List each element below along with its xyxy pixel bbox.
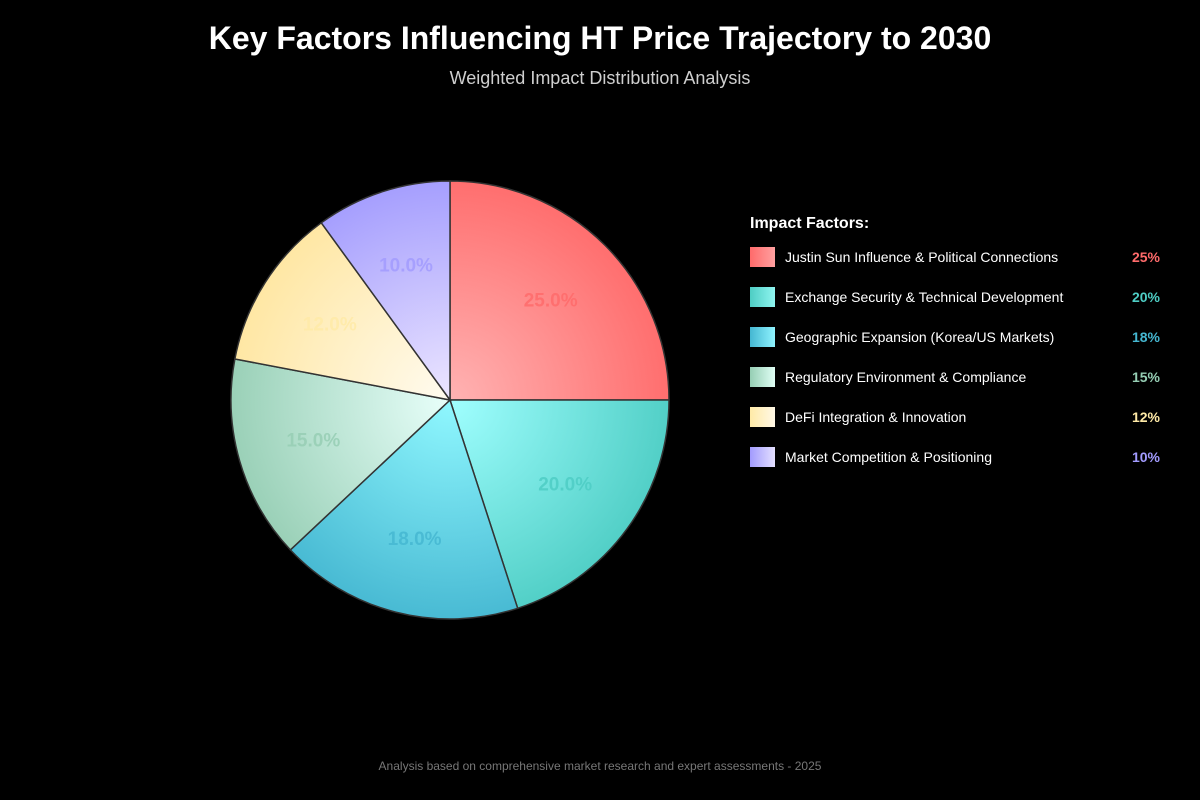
slice-percent-label: 10.0% [379,256,433,277]
footer-note: Analysis based on comprehensive market r… [378,759,822,773]
legend-swatch [750,287,775,307]
legend-label: Market Competition & Positioning [785,449,992,465]
legend-title: Impact Factors: [750,215,870,232]
legend-value: 25% [1131,249,1160,265]
legend-swatch [750,247,775,267]
legend-label: Exchange Security & Technical Developmen… [785,289,1064,305]
legend-swatch [750,447,775,467]
slice-percent-label: 25.0% [524,290,578,311]
pie-slice[interactable] [448,399,670,610]
legend-value: 15% [1131,369,1160,385]
legend-label: DeFi Integration & Innovation [785,409,967,425]
pie-slice[interactable] [234,221,452,402]
legend-swatch [750,407,775,427]
slice-percent-label: 20.0% [538,475,592,496]
legend-swatch [750,367,775,387]
legend-item[interactable]: DeFi Integration & Innovation 12% [750,407,1160,447]
legend-value: 18% [1131,329,1160,345]
slice-percent-label: 12.0% [303,315,357,336]
slice-percent-label: 15.0% [286,431,340,452]
pie-slice[interactable] [230,358,452,551]
slice-percent-label: 18.0% [388,529,442,550]
legend-item[interactable]: Regulatory Environment & Compliance 15% [750,367,1160,407]
pie-slice[interactable] [320,180,451,403]
legend-value: 20% [1131,289,1160,305]
chart-subtitle: Weighted Impact Distribution Analysis [449,68,751,88]
legend: Impact Factors: Justin Sun Influence & P… [750,215,1160,487]
legend-value: 10% [1131,449,1160,465]
legend-value: 12% [1131,409,1160,425]
legend-swatch [750,327,775,347]
pie-slice[interactable] [449,180,670,401]
legend-item[interactable]: Exchange Security & Technical Developmen… [750,287,1160,327]
legend-label: Justin Sun Influence & Political Connect… [785,249,1059,265]
legend-item[interactable]: Geographic Expansion (Korea/US Markets) … [750,327,1160,367]
legend-item[interactable]: Market Competition & Positioning 10% [750,447,1160,487]
pie-slice[interactable] [289,398,519,620]
legend-label: Geographic Expansion (Korea/US Markets) [785,329,1055,345]
pie-chart: 25.0% 20.0% 18.0% 15.0% 12.0% 10.0% [230,180,670,620]
legend-item[interactable]: Justin Sun Influence & Political Connect… [750,247,1160,287]
legend-label: Regulatory Environment & Compliance [785,369,1027,385]
chart-title: Key Factors Influencing HT Price Traject… [208,20,992,56]
